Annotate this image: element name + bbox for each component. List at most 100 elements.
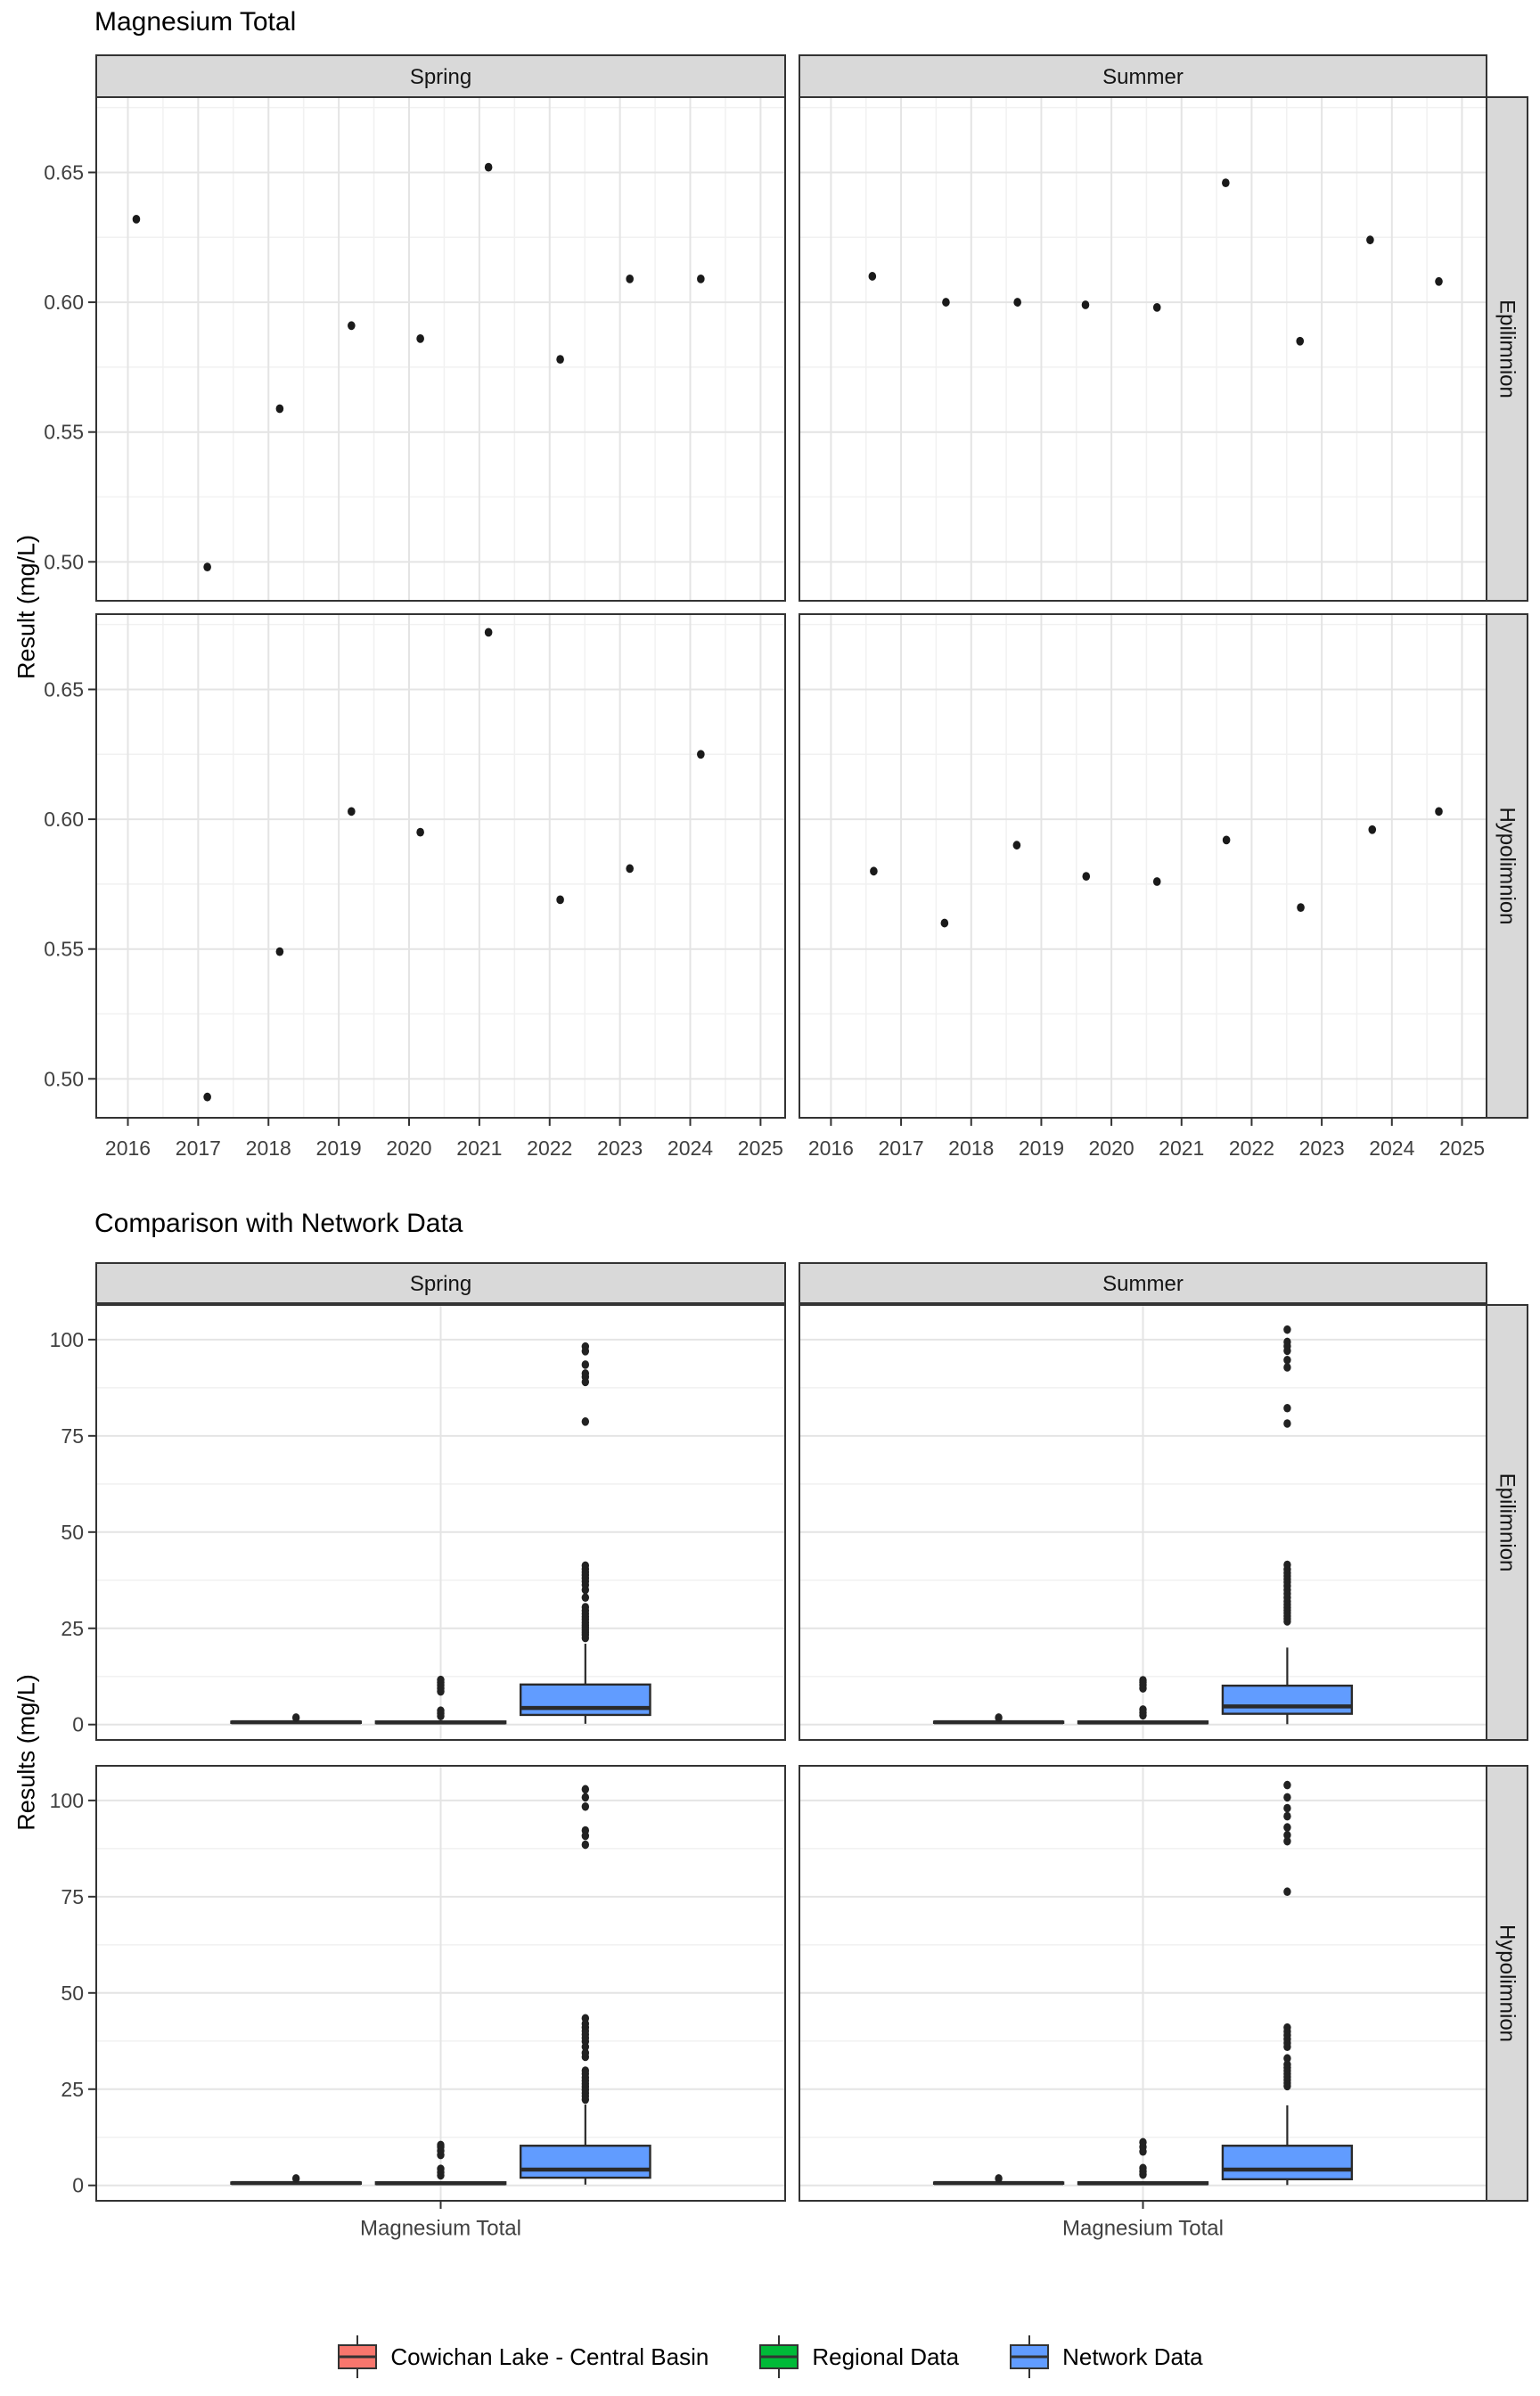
boxplot-outlier: [1139, 2138, 1147, 2147]
legend-item-cowichan-lake: Cowichan Lake - Central Basin: [337, 2334, 709, 2380]
x-axis-tick-label: 2024: [668, 1136, 713, 1160]
boxplot-outlier: [581, 2048, 590, 2057]
facet-strip-label: Epilimnion: [1495, 1473, 1520, 1572]
panel-border: [799, 96, 1487, 602]
y-axis-tick-label: 25: [61, 2078, 84, 2101]
legend-label: Cowichan Lake - Central Basin: [390, 2343, 709, 2370]
x-axis-tick-label: 2017: [176, 1136, 221, 1160]
facet-strip-top: [799, 1262, 1487, 1304]
legend-item-network-data: Network Data: [1009, 2334, 1203, 2380]
y-axis-tick-label: 0.55: [44, 421, 84, 444]
boxplot-outlier: [1283, 1830, 1291, 1840]
y-axis-tick-label: 100: [50, 1789, 84, 1812]
boxplot-outlier: [581, 1593, 590, 1603]
boxplot-outlier: [1283, 2060, 1291, 2069]
facet-strip-top: [799, 54, 1487, 98]
data-point: [1435, 276, 1443, 286]
data-point: [348, 321, 356, 331]
data-point: [1222, 835, 1231, 845]
boxplot-outlier: [581, 1826, 590, 1835]
y-axis-tick-label: 50: [61, 1521, 84, 1544]
y-axis-tick-label: 0.60: [44, 291, 84, 314]
boxplot-outlier: [1283, 1363, 1291, 1372]
x-axis-tick-label: 2021: [1159, 1136, 1204, 1160]
y-axis-tick-label: 0.65: [44, 160, 84, 184]
data-point: [868, 272, 877, 281]
panel-border: [95, 96, 786, 602]
x-axis-tick-label: 2020: [386, 1136, 431, 1160]
data-point: [1081, 300, 1090, 309]
boxplot-outlier: [437, 1706, 445, 1715]
x-axis-tick-label: 2022: [527, 1136, 572, 1160]
x-axis-tick-label: 2018: [948, 1136, 994, 1160]
data-point: [203, 1092, 211, 1102]
data-point: [1368, 825, 1377, 834]
boxplot-outlier: [581, 1369, 590, 1378]
boxplot-outlier: [581, 1793, 590, 1802]
legend-item-regional-data: Regional Data: [758, 2334, 959, 2380]
x-axis-tick-label: 2024: [1369, 1136, 1414, 1160]
legend-label: Network Data: [1062, 2343, 1203, 2370]
boxplot-outlier: [437, 2164, 445, 2173]
x-axis-tick-label: 2016: [808, 1136, 854, 1160]
panel-background: [96, 97, 785, 601]
boxplot-box: [519, 1683, 651, 1717]
panel-background: [96, 614, 785, 1118]
data-point: [275, 404, 284, 414]
data-point: [1222, 178, 1230, 188]
data-point: [697, 274, 705, 283]
figure1-title: Magnesium Total: [94, 7, 297, 37]
boxplot-outlier: [437, 2140, 445, 2150]
facet-strip-right: [1486, 96, 1528, 602]
boxplot-key-icon: [759, 2335, 799, 2378]
boxplot-outlier: [1283, 1823, 1291, 1832]
data-point: [870, 866, 878, 876]
data-point: [132, 214, 141, 224]
boxplot-outlier: [1283, 1560, 1291, 1570]
boxplot-box: [1221, 1684, 1354, 1715]
y-axis-tick-label: 0: [72, 1713, 84, 1736]
boxplot-outlier: [1139, 2163, 1147, 2173]
boxplot-outlier: [995, 2174, 1003, 2183]
y-axis-tick-label: 75: [61, 1885, 84, 1908]
boxplot-outlier: [1283, 1419, 1291, 1428]
x-axis-tick-label: 2016: [105, 1136, 151, 1160]
boxplot-outlier: [1283, 1887, 1291, 1897]
boxplot-outlier: [291, 2174, 300, 2183]
data-point: [484, 628, 493, 637]
boxplot-outlier: [1283, 2054, 1291, 2064]
y-axis-tick-label: 0.65: [44, 677, 84, 701]
data-point: [940, 918, 949, 928]
panel-border: [799, 613, 1487, 1119]
boxplot-outlier: [291, 1713, 300, 1722]
boxplot-outlier: [581, 2014, 590, 2023]
boxplot-outlier: [1139, 1705, 1147, 1714]
panel-border: [799, 1304, 1487, 1741]
boxplot-outlier: [581, 1603, 590, 1612]
y-axis-tick-label: 0: [72, 2174, 84, 2197]
y-axis-tick-label: 0.60: [44, 808, 84, 831]
data-point: [697, 750, 705, 759]
x-axis-tick-label: 2017: [878, 1136, 923, 1160]
facet-strip-label: Summer: [1102, 65, 1184, 89]
data-point: [556, 895, 564, 905]
y-axis-tick-label: 75: [61, 1424, 84, 1448]
y-axis-tick-label: 50: [61, 1982, 84, 2005]
facet-strip-top: [95, 1262, 786, 1304]
boxplot-outlier: [1283, 1780, 1291, 1790]
data-point: [484, 162, 493, 172]
facet-strip-label: Summer: [1102, 1272, 1184, 1296]
data-point: [203, 562, 211, 572]
data-point: [942, 298, 950, 307]
data-point: [1152, 877, 1161, 886]
boxplot-outlier: [1283, 1355, 1291, 1365]
boxplot-outlier: [437, 1675, 445, 1685]
data-point: [1152, 303, 1161, 312]
data-point: [416, 827, 424, 837]
y-axis-tick-label: 0.50: [44, 1067, 84, 1090]
facet-strip-label: Hypolimnion: [1495, 1924, 1520, 2042]
data-point: [626, 864, 634, 874]
boxplot-outlier: [1283, 1836, 1291, 1846]
y-axis-tick-label: 0.55: [44, 938, 84, 961]
